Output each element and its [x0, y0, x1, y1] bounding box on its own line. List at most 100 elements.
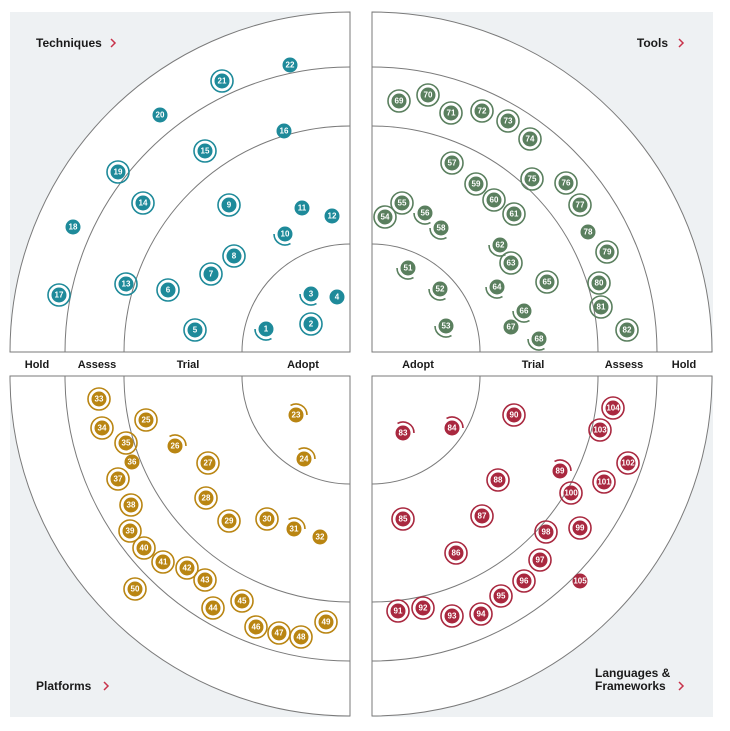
blip-57[interactable]: 57 [440, 151, 464, 175]
blip-18[interactable]: 18 [65, 219, 81, 235]
blip-8[interactable]: 8 [222, 244, 246, 268]
blip-5[interactable]: 5 [183, 318, 207, 342]
languages-link[interactable]: Languages & Frameworks [595, 666, 685, 693]
blip-61[interactable]: 61 [502, 202, 526, 226]
blip-86[interactable]: 86 [444, 541, 468, 565]
blip-28[interactable]: 28 [194, 486, 218, 510]
blip-55[interactable]: 55 [390, 191, 414, 215]
blip-38[interactable]: 38 [119, 493, 143, 517]
blip-52[interactable]: 52 [426, 281, 448, 304]
blip-83[interactable]: 83 [395, 419, 417, 441]
blip-78[interactable]: 78 [580, 224, 596, 240]
blip-80[interactable]: 80 [587, 271, 611, 295]
blip-77[interactable]: 77 [568, 193, 592, 217]
blip-41[interactable]: 41 [151, 550, 175, 574]
blip-104[interactable]: 104 [601, 396, 625, 420]
blip-14[interactable]: 14 [131, 191, 155, 215]
blip-48[interactable]: 48 [289, 625, 313, 649]
blip-68[interactable]: 68 [525, 331, 547, 354]
blip-79[interactable]: 79 [595, 240, 619, 264]
blip-16[interactable]: 16 [276, 123, 292, 139]
blip-40[interactable]: 40 [132, 536, 156, 560]
blip-9[interactable]: 9 [217, 193, 241, 217]
blip-29[interactable]: 29 [217, 509, 241, 533]
blip-12[interactable]: 12 [324, 208, 340, 224]
blip-25[interactable]: 25 [134, 408, 158, 432]
blip-21[interactable]: 21 [210, 69, 234, 93]
blip-10[interactable]: 10 [271, 226, 293, 249]
blip-49[interactable]: 49 [314, 610, 338, 634]
blip-31[interactable]: 31 [286, 515, 308, 537]
blip-71[interactable]: 71 [439, 101, 463, 125]
blip-30[interactable]: 30 [255, 507, 279, 531]
blip-70[interactable]: 70 [416, 83, 440, 107]
blip-6[interactable]: 6 [156, 278, 180, 302]
blip-81[interactable]: 81 [589, 295, 613, 319]
blip-105[interactable]: 105 [572, 573, 588, 589]
tools-link[interactable]: Tools [637, 36, 685, 50]
blip-95[interactable]: 95 [489, 584, 513, 608]
blip-42[interactable]: 42 [175, 556, 199, 580]
blip-103[interactable]: 103 [588, 418, 612, 442]
blip-23[interactable]: 23 [288, 401, 310, 423]
blip-32[interactable]: 32 [312, 529, 328, 545]
blip-1[interactable]: 1 [252, 321, 274, 344]
blip-7[interactable]: 7 [199, 262, 223, 286]
blip-58[interactable]: 58 [427, 220, 449, 243]
blip-15[interactable]: 15 [193, 139, 217, 163]
blip-26[interactable]: 26 [167, 432, 189, 454]
blip-54[interactable]: 54 [373, 205, 397, 229]
blip-100[interactable]: 100 [559, 481, 583, 505]
blip-101[interactable]: 101 [592, 470, 616, 494]
blip-22[interactable]: 22 [282, 57, 298, 73]
blip-90[interactable]: 90 [502, 403, 526, 427]
blip-44[interactable]: 44 [201, 596, 225, 620]
blip-43[interactable]: 43 [193, 568, 217, 592]
blip-27[interactable]: 27 [196, 451, 220, 475]
blip-50[interactable]: 50 [123, 577, 147, 601]
blip-87[interactable]: 87 [470, 504, 494, 528]
blip-69[interactable]: 69 [387, 89, 411, 113]
blip-88[interactable]: 88 [486, 468, 510, 492]
blip-74[interactable]: 74 [518, 127, 542, 151]
blip-73[interactable]: 73 [496, 109, 520, 133]
blip-99[interactable]: 99 [568, 516, 592, 540]
blip-66[interactable]: 66 [510, 303, 532, 326]
blip-24[interactable]: 24 [296, 445, 318, 467]
blip-34[interactable]: 34 [90, 416, 114, 440]
blip-33[interactable]: 33 [87, 387, 111, 411]
blip-98[interactable]: 98 [534, 520, 558, 544]
platforms-link[interactable]: Platforms [36, 679, 110, 693]
blip-13[interactable]: 13 [114, 272, 138, 296]
blip-3[interactable]: 3 [297, 286, 319, 309]
blip-59[interactable]: 59 [464, 172, 488, 196]
blip-17[interactable]: 17 [47, 283, 71, 307]
blip-91[interactable]: 91 [386, 599, 410, 623]
blip-64[interactable]: 64 [483, 279, 505, 302]
blip-46[interactable]: 46 [244, 615, 268, 639]
blip-37[interactable]: 37 [106, 467, 130, 491]
blip-19[interactable]: 19 [106, 160, 130, 184]
blip-76[interactable]: 76 [554, 171, 578, 195]
blip-20[interactable]: 20 [152, 107, 168, 123]
blip-53[interactable]: 53 [432, 318, 454, 341]
blip-35[interactable]: 35 [114, 431, 138, 455]
blip-75[interactable]: 75 [520, 167, 544, 191]
blip-92[interactable]: 92 [411, 596, 435, 620]
blip-65[interactable]: 65 [535, 270, 559, 294]
blip-63[interactable]: 63 [499, 251, 523, 275]
blip-2[interactable]: 2 [299, 312, 323, 336]
techniques-link[interactable]: Techniques [36, 36, 117, 50]
blip-67[interactable]: 67 [503, 319, 519, 335]
blip-39[interactable]: 39 [118, 519, 142, 543]
blip-94[interactable]: 94 [469, 602, 493, 626]
blip-36[interactable]: 36 [124, 454, 140, 470]
blip-96[interactable]: 96 [512, 569, 536, 593]
blip-4[interactable]: 4 [329, 289, 345, 305]
blip-51[interactable]: 51 [394, 260, 416, 283]
blip-11[interactable]: 11 [294, 200, 310, 216]
blip-47[interactable]: 47 [267, 621, 291, 645]
blip-102[interactable]: 102 [616, 451, 640, 475]
blip-89[interactable]: 89 [552, 457, 574, 479]
blip-93[interactable]: 93 [440, 604, 464, 628]
